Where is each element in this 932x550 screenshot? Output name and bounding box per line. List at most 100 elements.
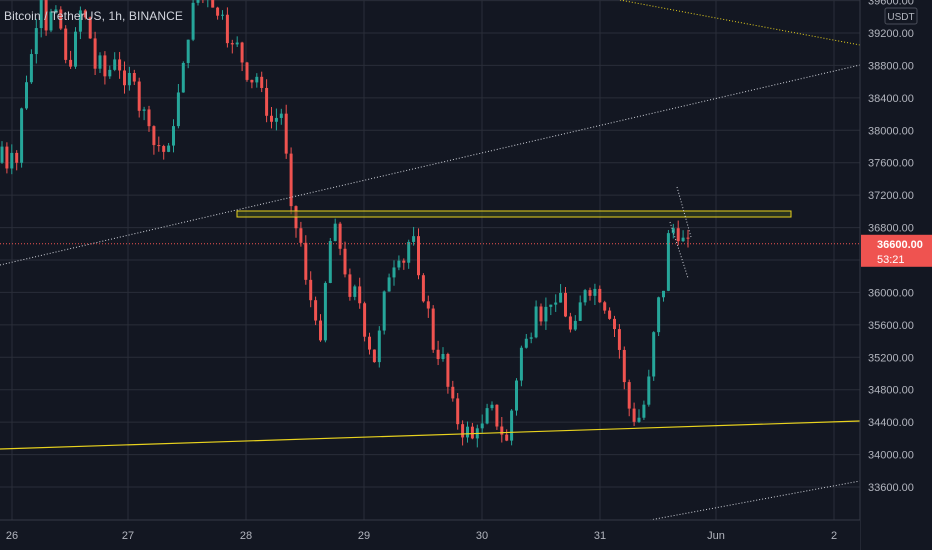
candle <box>54 5 58 14</box>
candle <box>554 294 558 312</box>
candle <box>191 0 195 42</box>
candle <box>446 352 450 394</box>
candle <box>686 229 690 248</box>
candle <box>627 379 631 417</box>
candle <box>524 333 528 349</box>
candle <box>412 226 416 246</box>
candle <box>5 142 9 174</box>
candle <box>201 0 205 4</box>
candle <box>348 268 352 301</box>
candle <box>338 221 342 256</box>
candle <box>637 409 641 423</box>
price-tick-label: 39200.00 <box>868 28 914 40</box>
time-tick-label: 28 <box>240 530 252 542</box>
candle <box>451 380 455 402</box>
candle <box>539 303 543 326</box>
candle <box>74 27 77 69</box>
candle <box>167 142 171 153</box>
price-tick-label: 34400.00 <box>868 417 914 429</box>
candle <box>78 6 82 40</box>
support-trendline <box>0 420 861 450</box>
candle <box>207 0 209 8</box>
price-tick-label: 37200.00 <box>868 190 914 202</box>
candle <box>127 66 131 91</box>
price-tick-label: 36000.00 <box>868 287 914 299</box>
candle <box>333 218 337 242</box>
candle <box>245 61 249 82</box>
last-price-value: 36600.00 <box>877 239 923 251</box>
wedge-line-b <box>669 221 689 279</box>
time-axis[interactable]: 26 27 28 29 30 31 Jun 2 <box>0 519 860 550</box>
candle <box>608 307 612 320</box>
candle <box>211 0 215 8</box>
candle <box>10 144 14 175</box>
candle <box>235 36 239 48</box>
candle <box>368 332 371 355</box>
time-tick-label: 2 <box>831 530 837 542</box>
price-tick-label: 35600.00 <box>868 320 914 332</box>
candle <box>225 7 229 48</box>
time-tick-label: 29 <box>358 530 370 542</box>
candle <box>186 39 190 69</box>
candle <box>495 404 499 430</box>
candle <box>255 73 259 88</box>
candle <box>98 52 102 73</box>
currency-label: USDT <box>887 12 914 23</box>
candle <box>221 10 224 20</box>
candle <box>529 332 533 344</box>
candle <box>319 314 322 342</box>
price-tick-label: 38000.00 <box>868 125 914 137</box>
price-tick-label: 33600.00 <box>868 482 914 494</box>
candle <box>515 378 518 416</box>
time-tick-label: 30 <box>476 530 488 542</box>
candle <box>470 422 474 440</box>
candle <box>426 295 430 318</box>
price-tick-label: 36800.00 <box>868 223 914 235</box>
time-tick-label: 27 <box>122 530 134 542</box>
time-tick-label: 26 <box>6 530 18 542</box>
last-price-tag <box>861 234 932 267</box>
currency-badge[interactable] <box>884 7 918 25</box>
price-tick-label: 38800.00 <box>868 60 914 72</box>
candle <box>240 41 244 72</box>
candle <box>392 260 396 286</box>
candle <box>103 51 107 85</box>
candle <box>534 300 538 339</box>
time-tick-label: Jun <box>707 530 725 542</box>
candle <box>593 283 597 306</box>
candle <box>137 77 141 118</box>
candle <box>44 0 48 36</box>
price-tick-label: 35200.00 <box>868 352 914 364</box>
candle <box>544 297 548 330</box>
candle <box>598 285 602 304</box>
candle <box>617 324 621 359</box>
candle <box>632 402 636 427</box>
resistance-zone <box>236 210 792 218</box>
time-tick-label: 31 <box>594 530 606 542</box>
candle <box>59 6 63 31</box>
candle <box>358 277 362 309</box>
candle <box>436 340 440 366</box>
candle <box>147 105 151 132</box>
candle <box>20 107 24 168</box>
candle <box>113 52 117 72</box>
candle <box>603 300 607 314</box>
ascending-trendline-lower <box>649 480 861 521</box>
drawings <box>0 0 861 521</box>
candle <box>83 9 87 20</box>
grid <box>0 0 860 520</box>
candle <box>407 239 411 269</box>
candle <box>274 108 278 131</box>
candle <box>196 0 200 6</box>
candle <box>108 65 112 79</box>
candle <box>466 421 469 443</box>
price-tick-label: 34800.00 <box>868 385 914 397</box>
candle <box>314 296 318 326</box>
candle <box>652 331 656 381</box>
candle <box>260 71 264 93</box>
candle <box>559 284 563 303</box>
candle <box>270 106 273 129</box>
price-axis[interactable]: 33600.00 34000.00 34400.00 34800.00 35200.00… <box>859 0 932 550</box>
candle <box>0 141 4 164</box>
